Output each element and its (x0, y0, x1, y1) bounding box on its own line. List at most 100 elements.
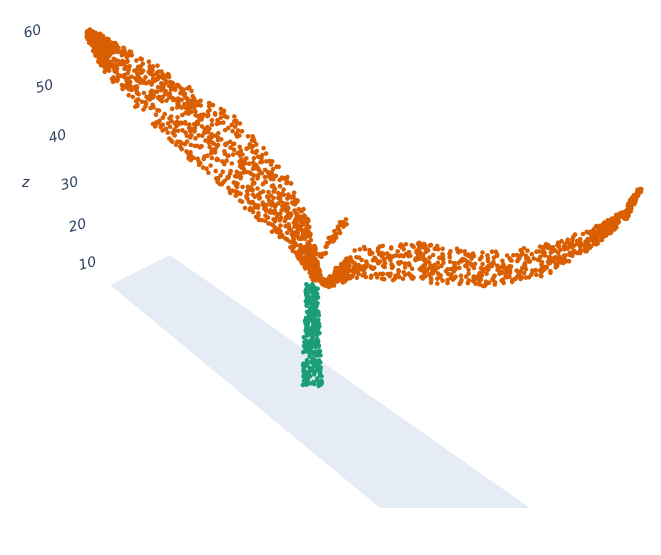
left-leaf-point (285, 237, 290, 243)
left-leaf-point (242, 205, 248, 211)
right-leaf-point (447, 259, 453, 265)
right-leaf-point (450, 277, 456, 282)
stem-point (304, 282, 309, 287)
right-leaf-point (342, 275, 347, 280)
right-leaf-point (539, 273, 544, 279)
left-leaf-point (160, 94, 165, 100)
left-leaf-point (175, 128, 181, 134)
left-leaf-point (155, 108, 160, 113)
right-leaf-point (331, 283, 337, 288)
right-leaf-point (477, 270, 483, 276)
left-leaf-point (313, 269, 319, 274)
left-leaf-point (272, 225, 278, 230)
left-leaf-point (198, 161, 203, 166)
left-leaf-point (134, 58, 139, 63)
left-leaf-point (332, 228, 337, 234)
left-leaf-point (217, 120, 223, 126)
left-leaf-point (260, 189, 266, 194)
left-leaf-point (288, 245, 293, 250)
left-leaf-point (102, 69, 107, 75)
left-leaf-point (163, 126, 169, 132)
left-leaf-point (252, 202, 258, 207)
stem-point (318, 365, 324, 370)
left-leaf-point (280, 206, 286, 212)
left-leaf-point (251, 173, 257, 178)
left-leaf-point (93, 31, 99, 37)
right-leaf-point (409, 266, 415, 272)
left-leaf-point (222, 149, 227, 154)
right-leaf-point (421, 241, 427, 247)
right-leaf-point (600, 231, 605, 236)
stem-point (304, 358, 310, 363)
right-leaf-point (343, 262, 349, 267)
right-leaf-point (502, 266, 508, 272)
right-leaf-point (525, 248, 530, 253)
right-leaf-point (364, 262, 369, 267)
left-leaf-point (138, 63, 144, 69)
left-leaf-point (202, 130, 207, 135)
left-leaf-point (270, 184, 276, 189)
left-leaf-point (233, 180, 239, 186)
right-leaf-point (597, 223, 603, 229)
left-leaf-point (336, 227, 342, 233)
left-leaf-point (268, 176, 274, 182)
left-leaf-point (294, 251, 300, 256)
left-leaf-point (150, 67, 155, 73)
left-leaf-point (165, 121, 171, 126)
right-leaf-point (326, 280, 331, 285)
right-leaf-point (346, 274, 352, 280)
z-tick-label: 60 (22, 22, 43, 42)
left-leaf-point (162, 111, 167, 117)
left-leaf-point (143, 99, 148, 105)
left-leaf-point (225, 174, 230, 180)
right-leaf-point (349, 268, 355, 274)
right-leaf-point (358, 266, 364, 272)
left-leaf-point (180, 112, 185, 118)
z-tick-labels: 10 20 30 40 50 60 (22, 22, 98, 274)
right-leaf-point (440, 278, 445, 283)
left-leaf-point (110, 42, 116, 48)
left-leaf-point (228, 145, 233, 150)
left-leaf-point (227, 170, 233, 176)
left-leaf-point (308, 237, 314, 243)
left-leaf-point (202, 154, 207, 159)
right-leaf-point (403, 242, 409, 247)
right-leaf-point (322, 280, 327, 286)
right-leaf-point (540, 246, 546, 252)
right-leaf-point (389, 245, 394, 250)
left-leaf-point (171, 97, 176, 103)
stem-point (314, 353, 319, 358)
left-leaf-point (108, 46, 113, 51)
left-leaf-point (229, 161, 235, 166)
z-tick-label: 20 (67, 216, 88, 236)
left-leaf-point (262, 206, 267, 211)
left-leaf-point (164, 98, 169, 103)
left-leaf-point (206, 103, 212, 109)
z-tick-label: 50 (34, 77, 55, 97)
left-leaf-point (284, 208, 290, 213)
left-leaf-point (294, 221, 299, 226)
stem-point (302, 368, 308, 374)
right-leaf-point (362, 270, 367, 276)
right-leaf-point (572, 248, 577, 254)
right-leaf-point (458, 279, 464, 285)
right-leaf-point (402, 261, 408, 266)
stem-point (307, 343, 313, 349)
left-leaf-point (239, 199, 245, 204)
stem-point (310, 335, 315, 341)
left-leaf-point (288, 181, 293, 186)
left-leaf-point (254, 148, 260, 154)
left-leaf-point (204, 166, 209, 171)
left-leaf-point (134, 89, 139, 94)
left-leaf-point (136, 97, 141, 102)
right-leaf-point (559, 238, 564, 244)
left-leaf-point (304, 255, 309, 261)
right-leaf-point (381, 276, 387, 282)
right-leaf-point (617, 211, 623, 216)
left-leaf-point (138, 56, 143, 61)
left-leaf-point (251, 163, 257, 169)
left-leaf-point (182, 101, 187, 107)
left-leaf-point (237, 121, 243, 126)
right-leaf-point (491, 255, 497, 260)
